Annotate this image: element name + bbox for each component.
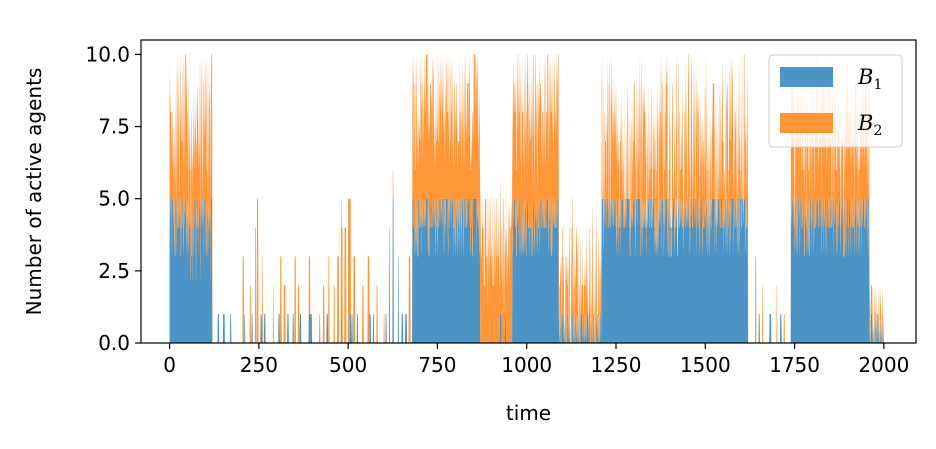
x-tick-label: 1500 <box>680 353 731 377</box>
x-tick-label: 250 <box>240 353 278 377</box>
x-axis: 0 250 500 750 1000 1250 1500 1750 2000 <box>163 343 909 377</box>
y-tick-label: 7.5 <box>98 115 130 139</box>
legend: B1 B2 <box>768 54 903 148</box>
plot-area <box>140 39 917 344</box>
y-tick-label: 2.5 <box>98 259 130 283</box>
x-tick-label: 750 <box>418 353 456 377</box>
legend-swatch-b1 <box>780 67 833 87</box>
y-tick-label: 5.0 <box>98 187 130 211</box>
series-layer <box>169 54 884 344</box>
legend-label-b2: B2 <box>857 111 882 139</box>
x-tick-label: 2000 <box>858 353 909 377</box>
x-axis-label: time <box>506 401 551 425</box>
x-tick-label: 1000 <box>501 353 552 377</box>
plot-frame <box>140 39 917 344</box>
y-tick-label: 0.0 <box>98 331 130 355</box>
y-axis-label: Number of active agents <box>22 68 46 316</box>
x-tick-label: 500 <box>329 353 367 377</box>
series-area-b2 <box>169 54 884 344</box>
series-area-b1 <box>169 198 884 343</box>
legend-label-b1: B1 <box>857 65 882 93</box>
x-tick-label: 1750 <box>769 353 820 377</box>
x-tick-label: 1250 <box>591 353 642 377</box>
y-tick-label: 10.0 <box>85 42 130 66</box>
x-tick-label: 0 <box>163 353 176 377</box>
y-axis: 0.0 2.5 5.0 7.5 10.0 <box>85 42 141 355</box>
legend-swatch-b2 <box>780 113 833 133</box>
